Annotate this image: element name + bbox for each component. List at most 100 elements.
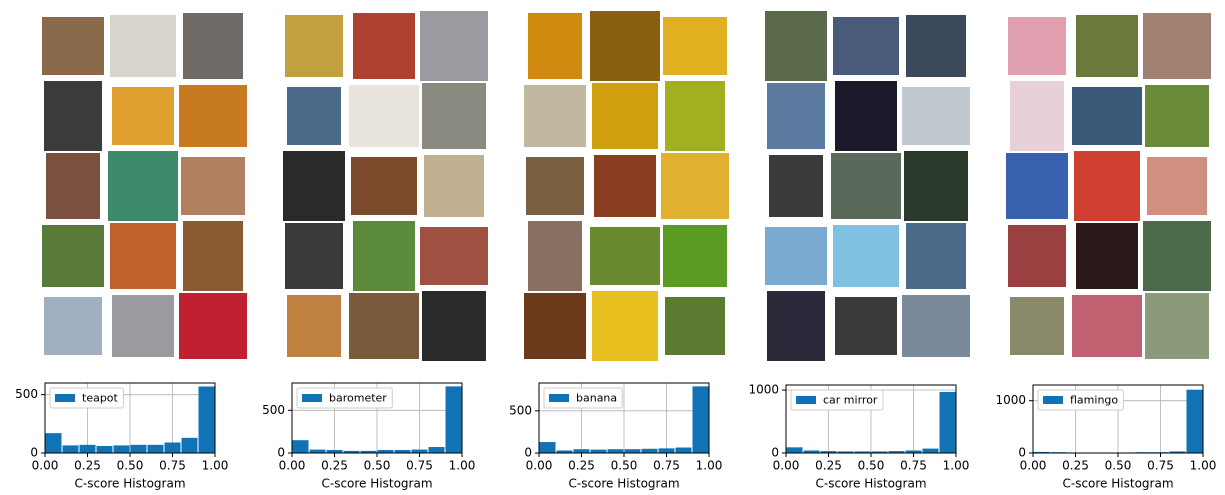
thumbnail [769,155,823,217]
thumbnail [1006,153,1068,219]
thumbnail [1147,157,1207,215]
bar [692,386,709,453]
x-tick-label: 0.25 [321,459,348,473]
thumbnail [420,11,488,81]
axes-frame [538,382,710,454]
bar [556,450,573,453]
thumbnail [528,221,582,291]
bar [905,450,922,453]
thumbnail [285,15,343,77]
thumbnail [351,157,417,215]
bar [181,437,198,453]
y-tick-label: 500 [15,387,38,401]
thumbnail [833,17,899,75]
bar [164,442,181,453]
bar [837,451,854,453]
legend-box [790,389,884,411]
x-tick-label: 0.25 [568,459,595,473]
legend: car mirror [790,389,884,411]
thumbnail [904,151,968,221]
bar [147,444,164,453]
y-tick-label: 0 [277,446,285,460]
thumbnail [287,87,341,145]
y-tick-label: 500 [262,403,285,417]
thumbnail [590,11,660,81]
bar [292,440,309,453]
x-tick-label: 1.00 [1190,459,1217,473]
y-tick-label: 0 [30,446,38,460]
thumbnail [112,295,174,357]
bar [573,449,590,453]
bar [922,448,939,453]
thumbnail [1010,81,1064,151]
legend-swatch [796,396,816,404]
x-tick-label: 0.25 [74,459,101,473]
x-tick-label: 1.00 [202,459,229,473]
thumbnail [594,155,656,217]
y-tick-label: 0 [771,446,779,460]
thumbnail [592,83,658,149]
bar [803,450,820,453]
thumbnail [1010,297,1064,355]
legend-label: car mirror [823,394,878,407]
x-tick-label: 0.75 [159,459,186,473]
bar [539,442,556,453]
bar [394,450,411,453]
bar [130,444,147,453]
bar [658,448,675,453]
thumbnail [110,15,176,77]
bar [309,449,326,453]
thumbnail [285,223,343,289]
thumbnail [1145,85,1209,147]
legend-box [49,387,125,409]
thumbnail [835,81,897,151]
legend-swatch [549,394,569,402]
legend-label: flamingo [1070,394,1118,407]
x-axis-label: C-score Histogram [74,477,185,491]
thumbnail [661,153,729,219]
legend-swatch [55,394,75,402]
thumbnail [112,87,174,145]
bar [786,447,803,453]
legend-label: barometer [329,392,387,405]
x-tick-label: 0.50 [858,459,885,473]
bar [79,444,96,453]
axes-frame [1032,384,1204,454]
y-tick-label: 0 [524,446,532,460]
bar [326,450,343,453]
thumbnail [524,85,586,147]
legend: banana [543,387,623,409]
legend: barometer [296,387,393,409]
bar [343,450,360,453]
x-tick-label: 1.00 [696,459,723,473]
legend-label: banana [576,392,617,405]
bar [1033,451,1050,453]
y-tick-label: 1000 [748,383,779,397]
bar [888,451,905,453]
x-tick-label: 0.75 [1147,459,1174,473]
thumbnail [1145,293,1209,359]
thumbnail [902,295,970,357]
x-axis-label: C-score Histogram [1062,477,1173,491]
thumbnail [353,221,415,291]
bar [62,445,79,453]
legend-swatch [1043,396,1063,404]
thumbnail [592,291,658,361]
thumbnail [46,153,100,219]
bar [113,445,130,453]
bar [198,386,215,453]
thumbnail [181,157,245,215]
thumbnail [108,151,178,221]
y-tick-label: 500 [509,403,532,417]
thumbnail [590,227,660,285]
thumbnail [353,13,415,79]
x-tick-label: 0.50 [117,459,144,473]
thumbnail [422,291,486,361]
x-axis-label: C-score Histogram [321,477,432,491]
thumbnail [1008,17,1066,75]
thumbnail [1008,225,1066,287]
bar [590,449,607,453]
bar [360,450,377,453]
thumbnail [42,17,104,75]
legend-swatch [302,394,322,402]
